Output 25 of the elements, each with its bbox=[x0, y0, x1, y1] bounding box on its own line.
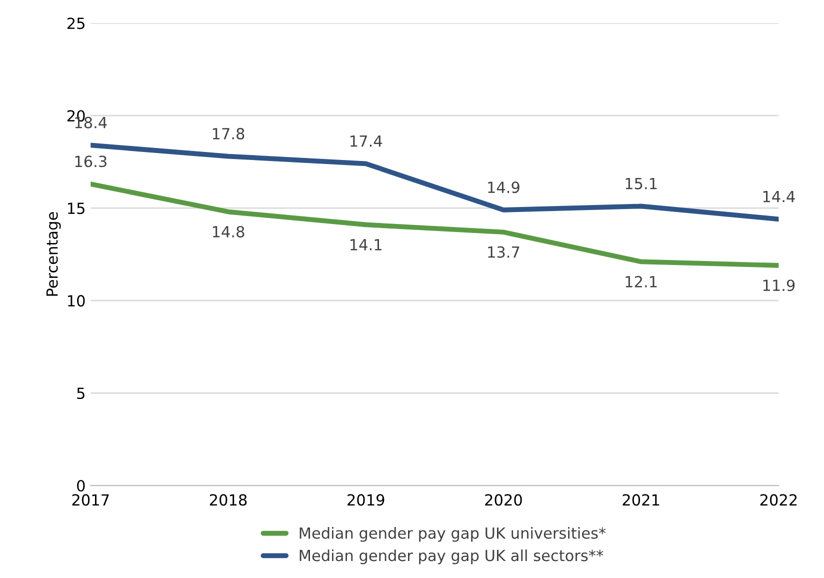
legend-label: Median gender pay gap UK all sectors** bbox=[300, 549, 604, 564]
data-label: 17.8 bbox=[212, 128, 244, 140]
data-label: 14.9 bbox=[488, 182, 520, 194]
data-label: 16.3 bbox=[75, 156, 106, 168]
data-label: 14.8 bbox=[212, 226, 244, 238]
x-tick-label: 2021 bbox=[622, 494, 660, 506]
y-tick-label: 25 bbox=[67, 18, 84, 30]
x-tick-label: 2019 bbox=[348, 494, 384, 506]
data-label: 12.1 bbox=[626, 276, 657, 288]
data-label: 14.4 bbox=[763, 190, 795, 202]
data-label: 15.1 bbox=[626, 178, 657, 190]
y-tick-label: 10 bbox=[68, 295, 85, 307]
y-axis-title: Percentage bbox=[46, 212, 61, 296]
data-label: 17.4 bbox=[350, 135, 382, 147]
x-tick-label: 2018 bbox=[210, 494, 247, 506]
legend-label: Median gender pay gap UK universities* bbox=[300, 527, 606, 542]
data-label: 13.7 bbox=[488, 246, 520, 258]
y-tick-label: 0 bbox=[77, 480, 85, 492]
y-tick-label: 5 bbox=[77, 388, 84, 400]
x-tick-label: 2020 bbox=[485, 494, 522, 506]
x-tick-label: 2017 bbox=[72, 494, 109, 506]
x-tick-label: 2022 bbox=[760, 494, 797, 506]
y-tick-label: 15 bbox=[68, 202, 84, 214]
data-label: 11.9 bbox=[763, 280, 795, 292]
data-label: 14.1 bbox=[350, 239, 382, 250]
